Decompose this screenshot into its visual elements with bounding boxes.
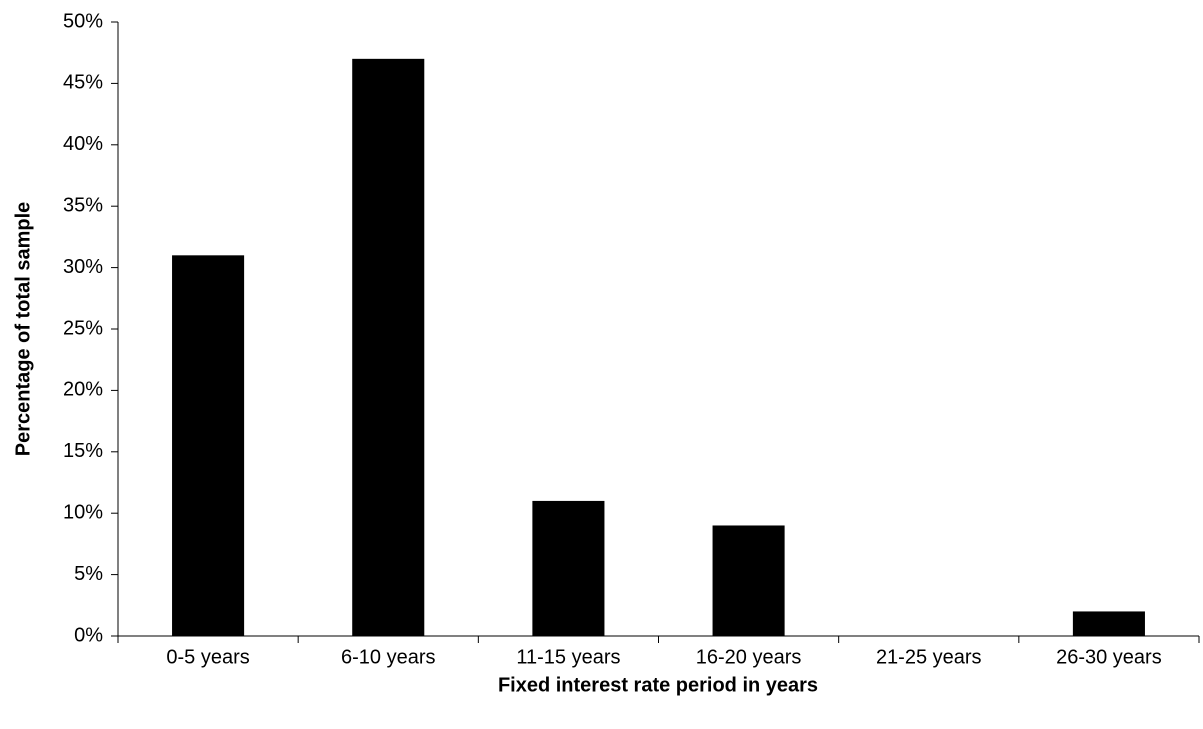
y-tick-label: 50% (63, 10, 103, 32)
y-tick-label: 35% (63, 194, 103, 216)
y-tick-label: 20% (63, 379, 103, 401)
bar (532, 500, 605, 636)
bar (712, 525, 785, 636)
y-tick-label: 25% (63, 317, 103, 339)
bar (352, 58, 425, 636)
x-axis-title: Fixed interest rate period in years (498, 674, 818, 696)
x-tick-label: 11-15 years (516, 646, 620, 668)
bar (1072, 611, 1145, 636)
y-axis-title: Percentage of total sample (12, 202, 34, 457)
x-tick-label: 16-20 years (696, 646, 802, 668)
y-tick-label: 10% (63, 501, 103, 523)
y-tick-label: 5% (74, 563, 103, 585)
bar (172, 255, 245, 636)
x-tick-label: 0-5 years (166, 646, 249, 668)
y-tick-label: 45% (63, 72, 103, 94)
y-tick-label: 15% (63, 440, 103, 462)
x-tick-label: 26-30 years (1056, 646, 1162, 668)
y-tick-label: 0% (74, 624, 103, 646)
x-tick-label: 6-10 years (341, 646, 436, 668)
x-tick-label: 21-25 years (876, 646, 982, 668)
y-tick-label: 40% (63, 133, 103, 155)
y-tick-label: 30% (63, 256, 103, 278)
